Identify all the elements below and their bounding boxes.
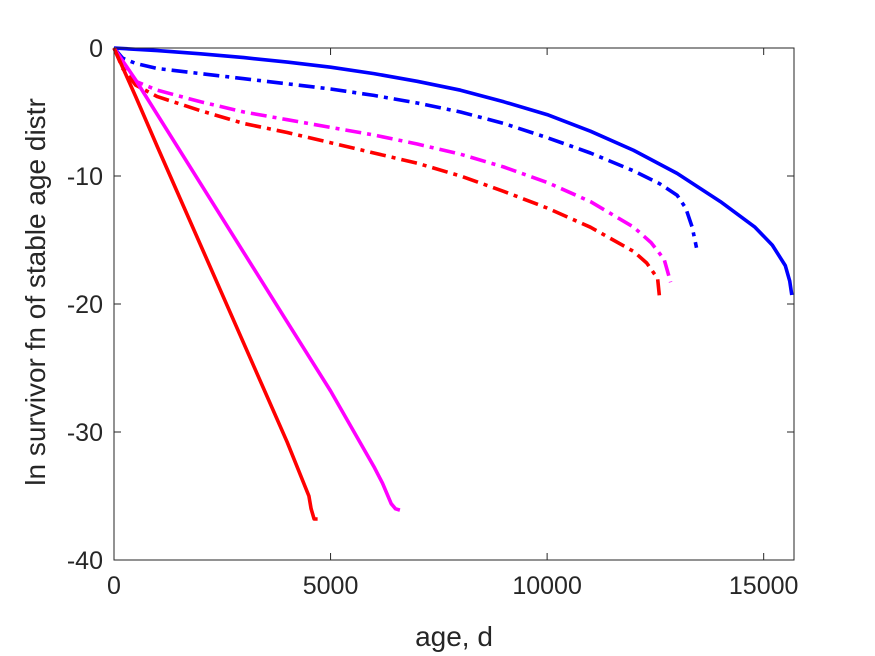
x-tick-label: 10000 xyxy=(512,572,582,600)
y-tick-label: -40 xyxy=(67,547,103,575)
series-line-6 xyxy=(112,47,318,521)
y-tick-label: -30 xyxy=(67,419,103,447)
series-line-3 xyxy=(112,47,673,283)
series-line-2 xyxy=(112,46,699,249)
series-line-5 xyxy=(112,46,401,512)
x-axis-label: age, d xyxy=(415,621,493,652)
x-tick-label: 5000 xyxy=(303,572,359,600)
y-tick-label: -10 xyxy=(67,163,103,191)
series-line-1 xyxy=(113,46,794,296)
x-tick-label: 15000 xyxy=(729,572,799,600)
tick-layer: 0 5000 10000 15000 0 -10 -20 -30 -40 xyxy=(67,35,799,600)
y-tick-label: 0 xyxy=(89,35,103,63)
series-layer xyxy=(112,46,794,521)
y-tick-label: -20 xyxy=(67,291,103,319)
y-axis-label: ln survivor fn of stable age distr xyxy=(20,98,51,486)
x-tick-label: 0 xyxy=(107,572,121,600)
